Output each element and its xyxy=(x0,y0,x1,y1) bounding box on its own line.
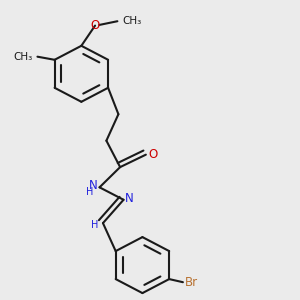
Text: N: N xyxy=(125,192,134,205)
Text: H: H xyxy=(92,220,99,230)
Text: H: H xyxy=(86,187,93,197)
Text: CH₃: CH₃ xyxy=(122,16,142,26)
Text: O: O xyxy=(91,19,100,32)
Text: O: O xyxy=(148,148,158,161)
Text: Br: Br xyxy=(184,276,198,289)
Text: N: N xyxy=(89,179,98,192)
Text: CH₃: CH₃ xyxy=(13,52,32,62)
